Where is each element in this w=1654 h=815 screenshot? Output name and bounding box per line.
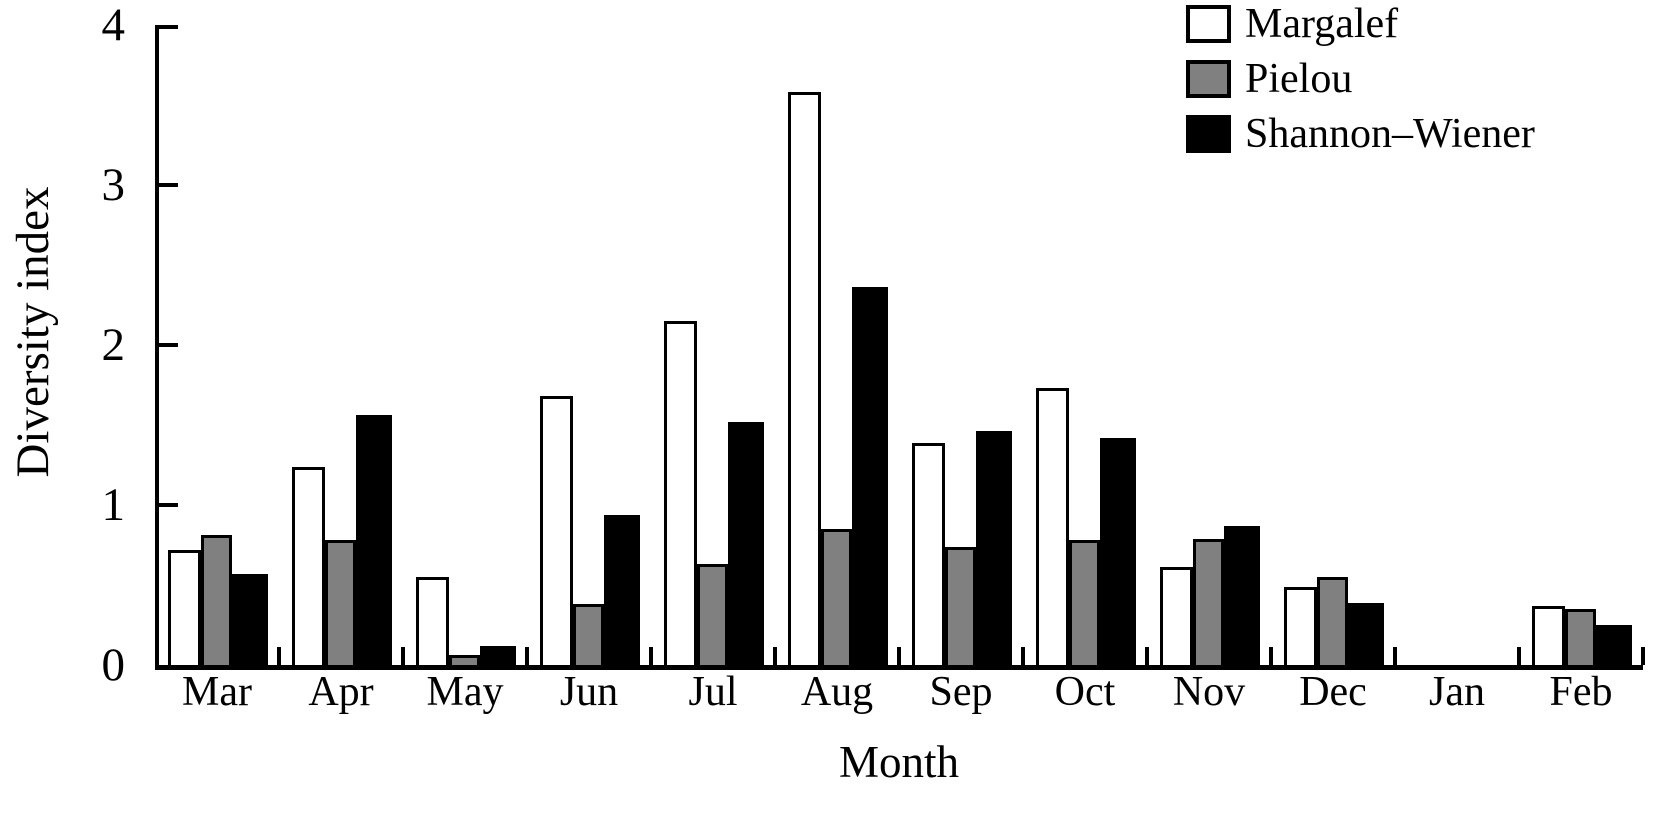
bar-group-sep [899,25,1023,665]
bar-shannon-wiener-jun [604,515,640,665]
bar-group-apr [279,25,403,665]
x-axis-title: Month [838,737,959,787]
bar-pielou-apr [325,540,356,665]
x-tick-labels: Mar Apr May Jun Jul Aug Sep Oct Nov Dec Jan Feb [155,668,1643,716]
bar-margalef-nov [1160,567,1193,665]
x-tick-8 [1145,647,1149,665]
x-tick-5 [773,647,777,665]
bar-margalef-feb [1532,606,1565,665]
x-tick-label-dec: Dec [1299,669,1367,715]
bar-shannon-wiener-aug [852,287,888,665]
bar-pielou-oct [1069,540,1100,665]
bar-pielou-nov [1193,539,1224,665]
legend-entry-pielou: Pielou [1186,56,1535,102]
x-tick-1 [277,647,281,665]
y-tick-label-0: 0 [101,639,126,691]
bar-group-feb [1519,25,1643,665]
bar-shannon-wiener-mar [232,574,268,665]
legend-swatch-icon [1186,5,1231,43]
y-tick-4 [159,25,178,29]
x-tick-11 [1517,647,1521,665]
bar-pielou-jun [573,604,604,665]
legend-label: Pielou [1245,56,1353,102]
bar-group-oct [1023,25,1147,665]
y-tick-label-2: 2 [101,319,126,371]
x-tick-label-sep: Sep [929,669,993,715]
x-tick-label-oct: Oct [1054,669,1116,715]
x-tick-2 [401,647,405,665]
x-tick-7 [1021,647,1025,665]
y-tick-label-1: 1 [101,479,126,531]
bar-shannon-wiener-oct [1100,438,1136,665]
x-tick-10 [1393,647,1397,665]
x-tick-9 [1269,647,1273,665]
plot-area [155,25,1645,670]
y-tick-1 [159,503,178,507]
y-tick-2 [159,343,178,347]
x-tick-label-jan: Jan [1429,669,1485,715]
y-axis-line [155,25,159,670]
bar-margalef-apr [292,467,325,665]
x-tick-label-apr: Apr [308,669,374,715]
bar-margalef-jul [664,321,697,665]
y-tick-label-3: 3 [101,159,126,211]
legend: Margalef Pielou Shannon–Wiener [1186,1,1535,167]
bar-pielou-mar [201,535,232,665]
x-tick-label-mar: Mar [182,669,252,715]
y-tick-label-4: 4 [101,0,126,51]
bar-shannon-wiener-nov [1224,526,1260,665]
legend-swatch-icon [1186,115,1231,153]
bar-shannon-wiener-dec [1348,603,1384,665]
bar-margalef-jun [540,396,573,665]
x-axis-line [155,665,1643,670]
bar-group-aug [775,25,899,665]
bar-pielou-dec [1317,577,1348,665]
bar-group-dec [1271,25,1395,665]
bar-shannon-wiener-feb [1596,625,1632,665]
bar-margalef-sep [912,443,945,665]
legend-label: Margalef [1245,1,1399,47]
legend-label: Shannon–Wiener [1245,111,1535,157]
y-tick-3 [159,183,178,187]
x-tick-label-aug: Aug [800,669,874,715]
x-tick-label-jul: Jul [688,669,738,715]
bar-group-may [403,25,527,665]
x-tick-6 [897,647,901,665]
x-tick-0 [155,647,159,665]
bar-pielou-sep [945,547,976,665]
bar-pielou-feb [1565,609,1596,665]
bar-margalef-may [416,577,449,665]
bar-shannon-wiener-apr [356,415,392,665]
bar-group-jul [651,25,775,665]
legend-swatch-icon [1186,60,1231,98]
bar-pielou-jul [697,564,728,665]
legend-entry-shannon-wiener: Shannon–Wiener [1186,111,1535,157]
x-tick-label-nov: Nov [1172,669,1246,715]
bar-group-nov [1147,25,1271,665]
bar-margalef-mar [168,550,201,665]
x-tick-3 [525,647,529,665]
bar-shannon-wiener-may [480,646,516,665]
bar-group-jun [527,25,651,665]
x-tick-4 [649,647,653,665]
y-axis-title: Diversity index [7,186,59,478]
bar-pielou-aug [821,529,852,665]
bar-pielou-may [449,655,480,665]
bar-groups [155,25,1643,665]
x-tick-label-feb: Feb [1549,669,1613,715]
bar-shannon-wiener-jul [728,422,764,665]
bar-margalef-aug [788,92,821,665]
x-tick-label-may: May [426,669,504,715]
x-tick-12 [1641,647,1645,665]
x-tick-label-jun: Jun [559,669,619,715]
bar-margalef-oct [1036,388,1069,665]
bar-margalef-dec [1284,587,1317,665]
legend-entry-margalef: Margalef [1186,1,1535,47]
bar-shannon-wiener-sep [976,431,1012,665]
bar-group-mar [155,25,279,665]
